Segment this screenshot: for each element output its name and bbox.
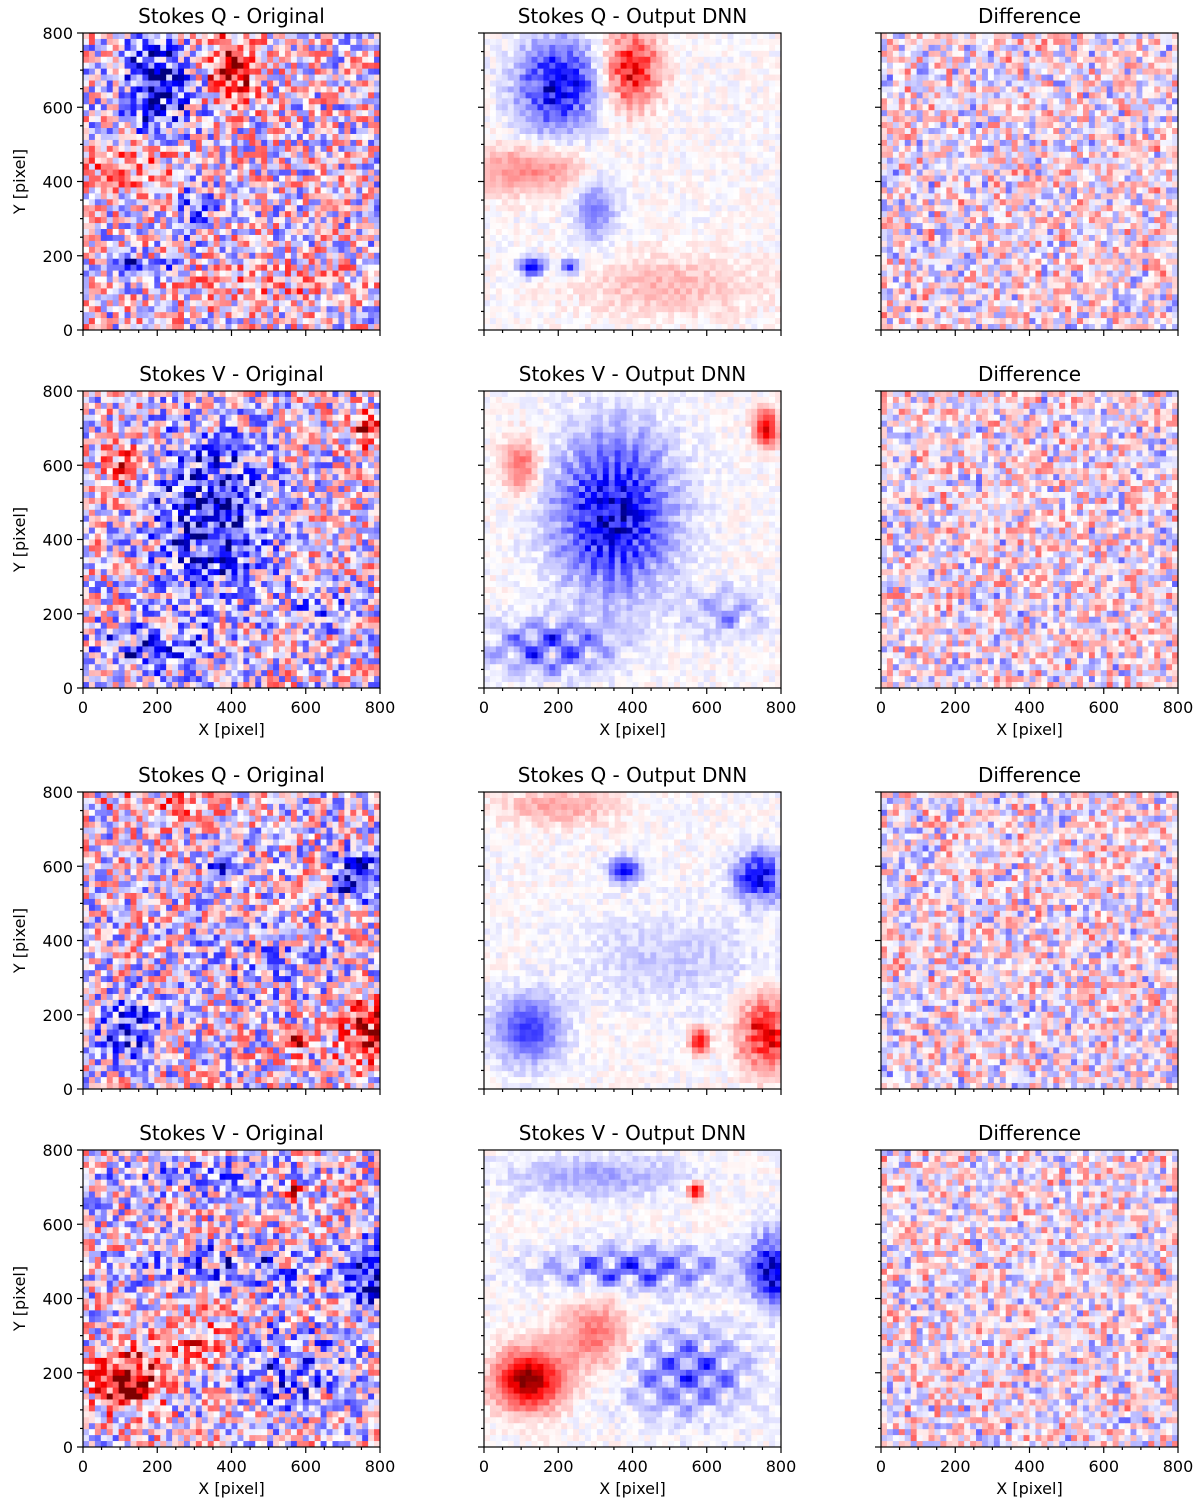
x-tick-label: 600 xyxy=(1088,1457,1119,1476)
heatmap-image xyxy=(484,1150,781,1447)
y-tick-label: 400 xyxy=(42,173,73,192)
panel-1-1: Stokes Q - Original 0 200 400 600 800 Y [pixel… xyxy=(10,4,380,340)
y-tick-label: 800 xyxy=(42,24,73,43)
x-tick-label: 0 xyxy=(78,1457,88,1476)
heatmap-image xyxy=(484,792,781,1089)
y-tick-label: 0 xyxy=(63,1080,73,1099)
y-axis-label: Y [pixel] xyxy=(10,1266,29,1332)
y-axis-label: Y [pixel] xyxy=(10,149,29,215)
y-axis-label: Y [pixel] xyxy=(10,908,29,974)
x-tick-label: 0 xyxy=(876,1457,886,1476)
x-tick-label: 600 xyxy=(691,698,722,717)
x-tick-label: 200 xyxy=(543,698,574,717)
panel-2-2: Stokes V - Output DNN 0 200 400 600 800 X [pix… xyxy=(478,362,796,739)
x-tick-label: 400 xyxy=(1014,698,1045,717)
x-axis-label: X [pixel] xyxy=(599,1479,665,1498)
heatmap-image xyxy=(881,792,1178,1089)
panel-1-3: Difference xyxy=(875,4,1178,336)
panel-4-2: Stokes V - Output DNN 0 200 400 600 800 X [pix… xyxy=(478,1121,796,1498)
heatmap-image xyxy=(881,391,1178,688)
x-axis-label: X [pixel] xyxy=(198,1479,264,1498)
x-tick-label: 400 xyxy=(216,1457,247,1476)
x-tick-label: 600 xyxy=(1088,698,1119,717)
y-tick-label: 800 xyxy=(42,382,73,401)
panel-2-3: Difference 0 200 400 600 800 X [pixel] xyxy=(875,362,1193,739)
x-tick-label: 800 xyxy=(365,698,396,717)
y-tick-label: 400 xyxy=(42,1290,73,1309)
y-tick-label: 400 xyxy=(42,932,73,951)
figure: Stokes Q - Original 0 200 400 600 800 Y [pixel… xyxy=(0,0,1200,1511)
x-tick-label: 400 xyxy=(617,698,648,717)
y-tick-label: 600 xyxy=(42,1215,73,1234)
panel-title: Difference xyxy=(978,4,1081,28)
panel-title: Stokes V - Output DNN xyxy=(519,1121,747,1145)
y-tick-label: 400 xyxy=(42,531,73,550)
x-tick-label: 0 xyxy=(479,698,489,717)
x-tick-label: 600 xyxy=(290,1457,321,1476)
panel-title: Stokes Q - Original xyxy=(138,763,325,787)
x-tick-label: 400 xyxy=(216,698,247,717)
panel-title: Stokes Q - Output DNN xyxy=(518,763,748,787)
panel-3-1: Stokes Q - Original 0 200 400 600 800 Y [pixel… xyxy=(10,763,380,1099)
x-tick-label: 800 xyxy=(1163,1457,1194,1476)
y-tick-label: 600 xyxy=(42,456,73,475)
x-tick-label: 0 xyxy=(479,1457,489,1476)
x-tick-label: 600 xyxy=(290,698,321,717)
y-axis-label: Y [pixel] xyxy=(10,507,29,573)
x-tick-label: 600 xyxy=(691,1457,722,1476)
heatmap-image xyxy=(83,391,380,688)
heatmap-image xyxy=(484,391,781,688)
panel-title: Stokes V - Original xyxy=(139,362,324,386)
x-tick-label: 0 xyxy=(876,698,886,717)
x-tick-label: 400 xyxy=(617,1457,648,1476)
y-tick-label: 0 xyxy=(63,679,73,698)
y-tick-label: 0 xyxy=(63,1438,73,1457)
x-tick-label: 200 xyxy=(940,1457,971,1476)
x-axis-label: X [pixel] xyxy=(996,720,1062,739)
x-tick-label: 200 xyxy=(142,698,173,717)
x-tick-label: 200 xyxy=(543,1457,574,1476)
y-tick-label: 200 xyxy=(42,605,73,624)
heatmap-image xyxy=(484,33,781,330)
heatmap-image xyxy=(83,33,380,330)
panels-layer: Stokes Q - Original 0 200 400 600 800 Y [pixel… xyxy=(10,4,1193,1498)
panel-4-3: Difference 0 200 400 600 800 X [pixel] xyxy=(875,1121,1193,1498)
x-tick-label: 0 xyxy=(78,698,88,717)
x-axis-label: X [pixel] xyxy=(599,720,665,739)
y-tick-label: 800 xyxy=(42,1141,73,1160)
panel-title: Stokes V - Output DNN xyxy=(519,362,747,386)
x-axis-label: X [pixel] xyxy=(996,1479,1062,1498)
y-tick-label: 0 xyxy=(63,321,73,340)
panel-2-1: Stokes V - Original 0 200 400 600 800 0 200 400 6… xyxy=(10,362,395,739)
panel-title: Difference xyxy=(978,362,1081,386)
panel-title: Difference xyxy=(978,1121,1081,1145)
y-tick-label: 200 xyxy=(42,1006,73,1025)
panel-title: Stokes Q - Output DNN xyxy=(518,4,748,28)
panel-title: Difference xyxy=(978,763,1081,787)
x-tick-label: 400 xyxy=(1014,1457,1045,1476)
heatmap-image xyxy=(881,1150,1178,1447)
panel-1-2: Stokes Q - Output DNN xyxy=(478,4,781,336)
x-tick-label: 800 xyxy=(766,1457,797,1476)
y-tick-label: 800 xyxy=(42,783,73,802)
panel-3-3: Difference xyxy=(875,763,1178,1095)
y-tick-label: 600 xyxy=(42,857,73,876)
x-tick-label: 200 xyxy=(142,1457,173,1476)
y-tick-label: 600 xyxy=(42,98,73,117)
panel-title: Stokes Q - Original xyxy=(138,4,325,28)
panel-4-1: Stokes V - Original 0 200 400 600 800 0 200 400 6… xyxy=(10,1121,395,1498)
y-tick-label: 200 xyxy=(42,247,73,266)
x-tick-label: 800 xyxy=(1163,698,1194,717)
y-tick-label: 200 xyxy=(42,1364,73,1383)
x-tick-label: 800 xyxy=(766,698,797,717)
x-tick-label: 200 xyxy=(940,698,971,717)
heatmap-image xyxy=(881,33,1178,330)
x-tick-label: 800 xyxy=(365,1457,396,1476)
heatmap-image xyxy=(83,1150,380,1447)
x-axis-label: X [pixel] xyxy=(198,720,264,739)
heatmap-image xyxy=(83,792,380,1089)
panel-title: Stokes V - Original xyxy=(139,1121,324,1145)
panel-3-2: Stokes Q - Output DNN xyxy=(478,763,781,1095)
